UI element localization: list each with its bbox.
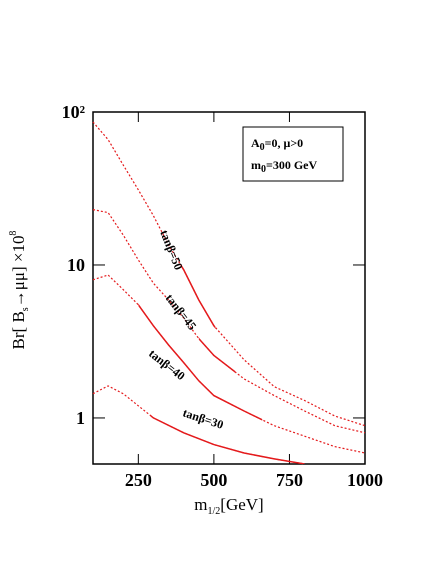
series-line-solid [180, 263, 216, 329]
x-axis-label: m1/2[GeV] [194, 495, 263, 517]
x-tick-label: 500 [200, 470, 227, 490]
box-line: m0=300 GeV [251, 158, 317, 175]
x-label-part: [GeV] [220, 495, 263, 514]
y-tick-label: 1 [76, 408, 85, 428]
y-label-part: →μμ] ×10 [9, 236, 28, 308]
box-part: 0 [261, 164, 266, 175]
box-part: =0, μ>0 [265, 136, 303, 150]
x-label-part: 1/2 [208, 506, 221, 517]
series-line-dotted [92, 121, 366, 427]
box-part: A [251, 136, 260, 150]
series-line-dotted [92, 385, 305, 465]
y-tick-label: 10 [67, 255, 85, 275]
series-label: tanβ=45 [163, 291, 200, 333]
y-label-part: s [20, 307, 31, 311]
x-tick-label: 250 [125, 470, 152, 490]
y-label-part: 8 [8, 231, 19, 236]
box-part: 0 [260, 142, 265, 153]
series-line-solid [150, 414, 305, 464]
series-line-dotted [92, 209, 366, 434]
box-line: A0=0, μ>0 [251, 136, 303, 153]
box-part: =300 GeV [266, 158, 317, 172]
legend-box [242, 126, 344, 182]
x-tick-label: 750 [276, 470, 303, 490]
series-label: tanβ=30 [181, 406, 225, 432]
plot-frame [92, 111, 366, 465]
series-label: tanβ=40 [146, 346, 188, 383]
series-line-solid [198, 337, 236, 373]
series-label: tanβ=50 [157, 228, 186, 272]
series-line-dotted [92, 274, 366, 454]
series-line-solid [138, 303, 263, 421]
y-tick-label: 10² [62, 102, 85, 122]
x-label-part: m [194, 495, 207, 514]
y-axis-label: Br[ Bs→μμ] ×108 [8, 231, 31, 350]
x-tick-label: 1000 [347, 470, 383, 490]
box-part: m [251, 158, 261, 172]
y-label-part: Br[ B [9, 311, 28, 349]
